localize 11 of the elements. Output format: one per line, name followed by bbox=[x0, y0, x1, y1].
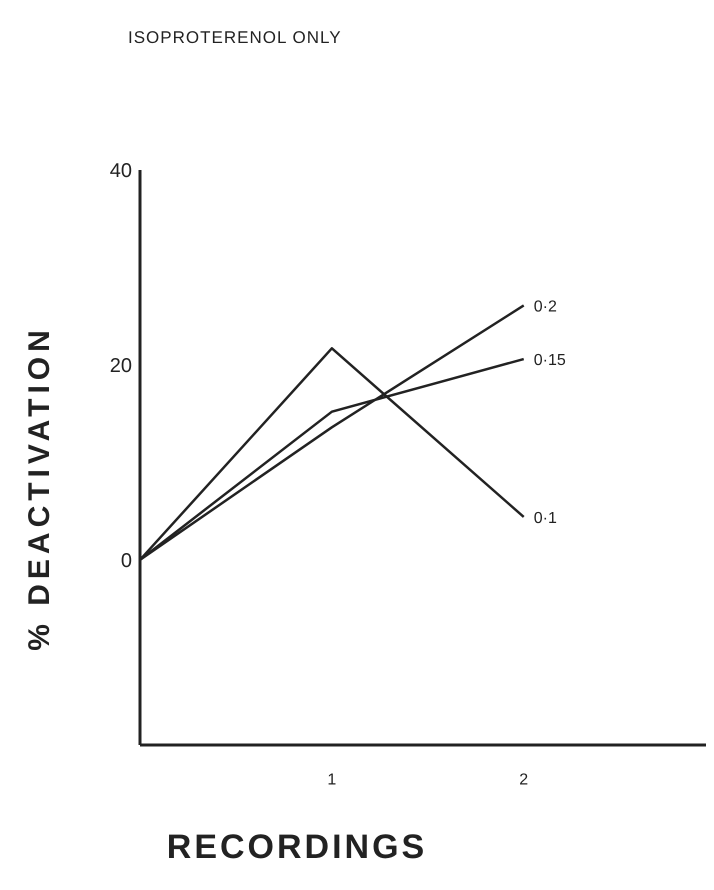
x-axis-title: RECORDINGS bbox=[166, 828, 428, 866]
series-label: 0·2 bbox=[534, 298, 557, 316]
x-tick-label: 2 bbox=[519, 771, 528, 788]
y-tick-label: 20 bbox=[110, 355, 132, 378]
x-tick-label: 1 bbox=[327, 771, 336, 788]
series-label: 0·1 bbox=[534, 510, 557, 527]
y-tick-label: 0 bbox=[120, 550, 132, 572]
chart-title: ISOPROTERENOL ONLY bbox=[128, 28, 342, 48]
y-tick-label: 40 bbox=[110, 160, 132, 182]
y-axis-title: % DEACTIVATION bbox=[23, 325, 57, 651]
series-label: 0·15 bbox=[534, 352, 566, 370]
